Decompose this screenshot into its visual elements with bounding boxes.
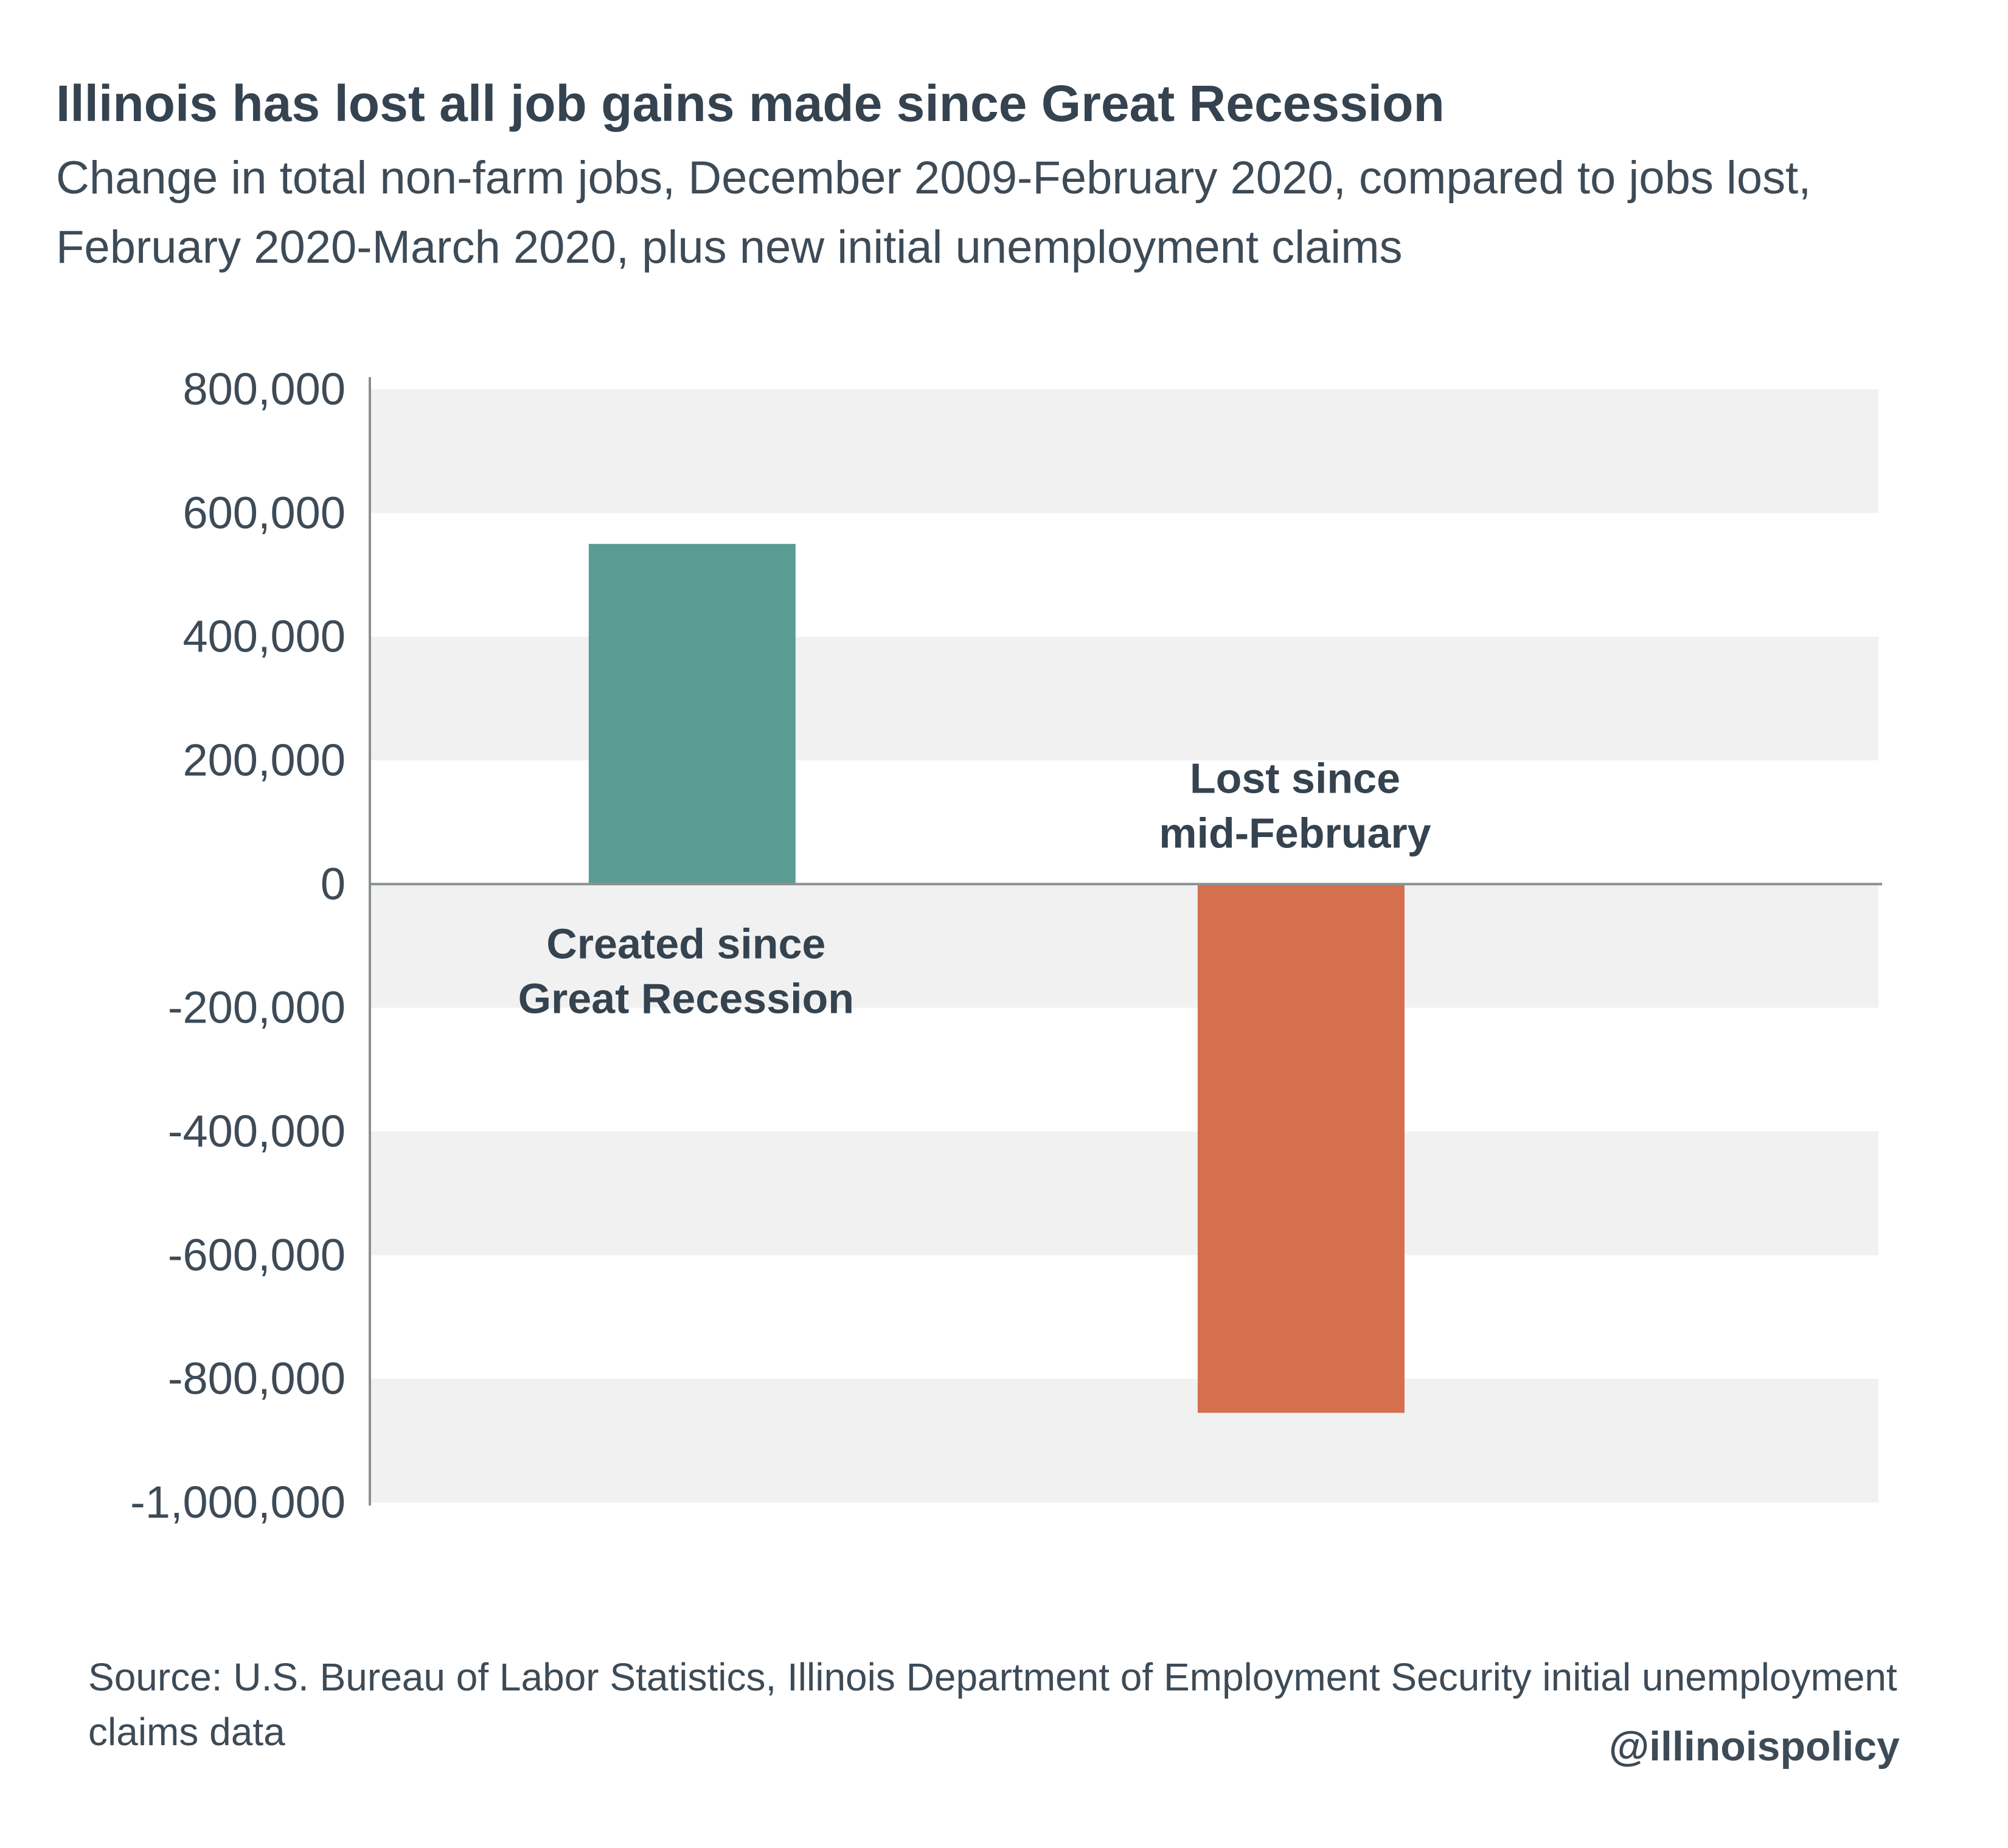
category-label: Created since [546,920,825,967]
bars [588,544,1405,1413]
grid-band [371,1131,1878,1256]
bar [588,544,796,884]
grid-band [371,1378,1878,1502]
y-tick-label: -200,000 [168,982,346,1033]
y-tick-labels: 800,000 600,000 400,000 200,000 0 -200,000 -40… [130,364,346,1527]
y-tick-label: -400,000 [168,1106,346,1156]
y-tick-label: 600,000 [183,487,346,538]
category-label: mid-February [1159,809,1431,856]
grid-band [371,884,1878,1008]
y-tick-label: 800,000 [183,364,346,414]
y-tick-label: 400,000 [183,611,346,662]
y-tick-label: 0 [321,858,346,909]
source-note: Source: U.S. Bureau of Labor Statistics,… [88,1655,1897,1754]
y-tick-label: -600,000 [168,1229,346,1280]
y-tick-label: -800,000 [168,1353,346,1404]
category-label: Lost since [1190,754,1400,802]
category-label: Great Recession [518,974,854,1022]
social-handle: @illinoispolicy [1608,1723,1900,1770]
category-labels: Created since Great Recession Lost since mi… [518,754,1431,1022]
grid-band [371,389,1878,513]
bar [1197,884,1405,1413]
y-tick-label: 200,000 [183,735,346,785]
y-tick-label: -1,000,000 [130,1477,346,1527]
chart-title: Illinois has lost all job gains made sin… [56,75,1445,132]
chart-subtitle: Change in total non-farm jobs, December … [56,152,1812,273]
